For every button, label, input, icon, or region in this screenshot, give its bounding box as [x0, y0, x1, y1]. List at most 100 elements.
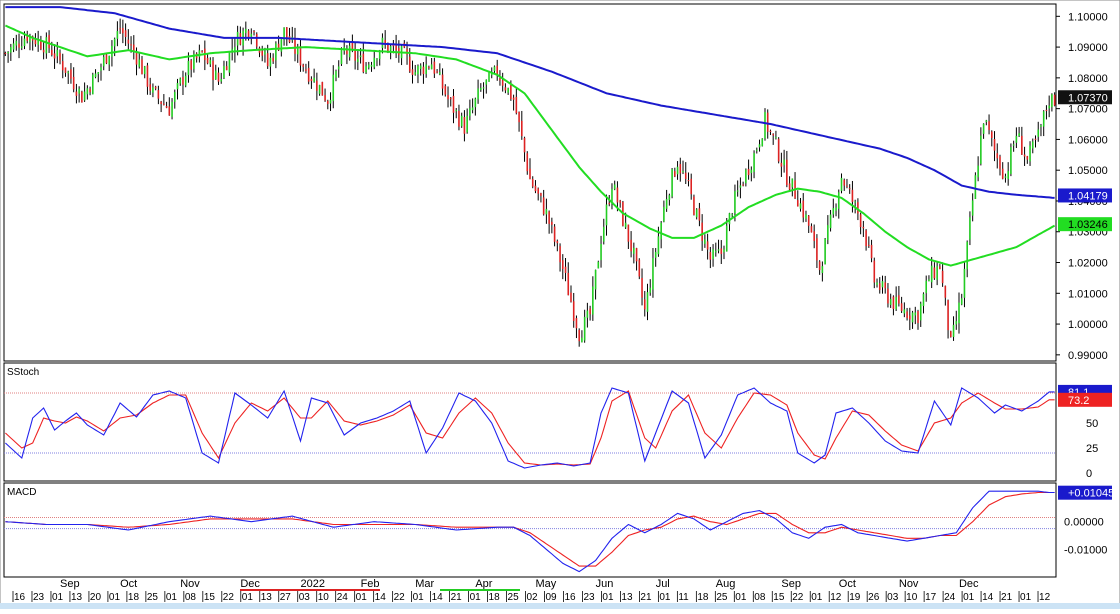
- price-tick-label: 1.10000: [1068, 11, 1108, 23]
- price-tick-label: 1.00000: [1068, 319, 1108, 331]
- x-day-label: 18: [489, 592, 501, 603]
- x-day-label: 01: [413, 592, 425, 603]
- last-price-badge-bg: [1058, 90, 1112, 105]
- x-day-label: 10: [906, 592, 918, 603]
- x-day-label: 21: [451, 592, 463, 603]
- x-day-label: 08: [185, 592, 197, 603]
- macd-main-line: [5, 490, 1055, 573]
- x-day-label: 01: [242, 592, 254, 603]
- x-day-label: 01: [166, 592, 178, 603]
- stoch-d-badge-bg: [1058, 392, 1112, 407]
- x-month-label: Oct: [120, 578, 137, 590]
- x-day-label: 21: [640, 592, 652, 603]
- x-day-label: 24: [944, 592, 956, 603]
- x-month-label: May: [535, 578, 556, 590]
- x-month-label: Dec: [240, 578, 260, 590]
- x-day-label: 17: [925, 592, 937, 603]
- x-day-label: 22: [792, 592, 804, 603]
- x-day-label: 01: [470, 592, 482, 603]
- ma-slow-line: [5, 6, 1055, 199]
- x-day-label: 10: [318, 592, 330, 603]
- stoch-tick-label: 25: [1086, 443, 1098, 455]
- x-day-label: 21: [1001, 592, 1013, 603]
- x-month-label: Nov: [180, 578, 200, 590]
- price-tick-label: 1.06000: [1068, 134, 1108, 146]
- x-day-label: 24: [337, 592, 349, 603]
- price-tick-label: 1.01000: [1068, 288, 1108, 300]
- price-tick-label: 1.07000: [1068, 104, 1108, 116]
- x-day-label: 13: [621, 592, 633, 603]
- macd-panel-border: [3, 482, 1057, 578]
- x-day-label: 01: [356, 592, 368, 603]
- ma-fast-line: [4, 24, 1056, 267]
- x-month-label: Jul: [656, 578, 670, 590]
- x-day-label: 20: [90, 592, 102, 603]
- x-month-label: Dec: [959, 578, 979, 590]
- x-day-label: 15: [204, 592, 216, 603]
- price-tick-label: 1.05000: [1068, 165, 1108, 177]
- x-day-label: 23: [583, 592, 595, 603]
- x-day-label: 14: [432, 592, 444, 603]
- stoch-d-line: [5, 390, 1055, 466]
- x-day-label: 16: [564, 592, 576, 603]
- price-panel-border: [3, 3, 1057, 362]
- x-day-label: 19: [849, 592, 861, 603]
- horizontal-scrollbar: [0, 603, 1120, 609]
- x-month-label: Sep: [60, 578, 80, 590]
- x-day-label: 26: [868, 592, 880, 603]
- stoch-tick-label: 50: [1086, 418, 1098, 430]
- x-day-label: 11: [678, 592, 689, 603]
- x-month-label: Feb: [361, 578, 380, 590]
- x-day-label: 01: [1020, 592, 1032, 603]
- macd-title: MACD: [7, 487, 36, 498]
- macd-value-badge: +0.01045: [1068, 488, 1114, 500]
- stoch-title: SStoch: [7, 367, 39, 378]
- x-day-label: 09: [545, 592, 557, 603]
- ma-slow-badge: 1.04179: [1068, 190, 1108, 202]
- macd-signal-line: [5, 491, 1055, 567]
- x-day-label: 13: [261, 592, 273, 603]
- x-day-label: 12: [1039, 592, 1051, 603]
- x-day-label: 03: [887, 592, 899, 603]
- x-month-label: Aug: [716, 578, 736, 590]
- x-month-label: Mar: [415, 578, 434, 590]
- ma-fast-badge-bg: [1058, 217, 1112, 232]
- x-month-label: Jun: [596, 578, 614, 590]
- x-day-label: 22: [223, 592, 235, 603]
- price-tick-label: 1.09000: [1068, 42, 1108, 54]
- x-day-label: 25: [716, 592, 728, 603]
- x-day-label: 01: [811, 592, 823, 603]
- x-month-label: Oct: [839, 578, 856, 590]
- x-day-label: 16: [14, 592, 26, 603]
- x-day-label: 23: [33, 592, 45, 603]
- price-tick-label: 1.02000: [1068, 258, 1108, 270]
- x-day-label: 03: [299, 592, 311, 603]
- stoch-d-badge: 73.2: [1068, 395, 1089, 407]
- x-day-label: 18: [128, 592, 140, 603]
- x-day-label: 01: [735, 592, 747, 603]
- x-day-label: 18: [697, 592, 709, 603]
- x-day-label: 22: [394, 592, 406, 603]
- x-day-label: 14: [375, 592, 387, 603]
- macd-tick-label: 0.00000: [1064, 517, 1104, 529]
- ma-slow-badge-bg: [1058, 188, 1112, 203]
- stoch-k-line: [5, 387, 1055, 469]
- x-day-label: 02: [527, 592, 539, 603]
- x-day-label: 15: [773, 592, 785, 603]
- x-day-label: 14: [982, 592, 994, 603]
- macd-tick-label: -0.01000: [1064, 544, 1107, 556]
- price-tick-label: 0.99000: [1068, 350, 1108, 362]
- stoch-panel-border: [3, 362, 1057, 482]
- x-day-label: 08: [754, 592, 766, 603]
- x-day-label: 25: [147, 592, 159, 603]
- ma-fast-badge: 1.03246: [1068, 219, 1108, 231]
- x-day-label: 25: [508, 592, 520, 603]
- x-day-label: 01: [963, 592, 975, 603]
- x-day-label: 27: [280, 592, 292, 603]
- x-month-label: Apr: [475, 578, 492, 590]
- price-tick-label: 1.08000: [1068, 73, 1108, 85]
- x-day-label: 01: [602, 592, 614, 603]
